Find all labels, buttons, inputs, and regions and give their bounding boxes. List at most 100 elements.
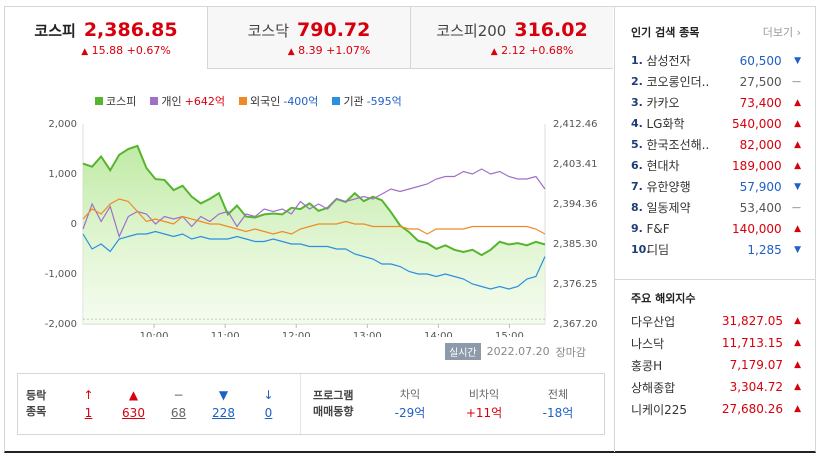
program-total: 전체 -18억: [521, 386, 595, 422]
index-value: 7,179.07: [729, 358, 783, 372]
stock-name: 삼성전자: [646, 54, 691, 68]
legend-individual[interactable]: 개인 +642억: [150, 93, 225, 109]
updown-flat: − 68: [156, 386, 201, 422]
popular-item[interactable]: 1. 삼성전자 60,500 ▼: [631, 50, 801, 71]
chart-legend: 코스피 개인 +642억 외국인 -400억 기관 -595억: [95, 93, 402, 109]
y-left-tick-label: -2,000: [45, 319, 77, 330]
stock-name: LG화학: [646, 117, 685, 131]
tab-price: 2,386.85: [83, 19, 178, 41]
rank: 3.: [631, 96, 643, 109]
up-arrow-icon: ▲: [794, 404, 801, 414]
up-arrow-icon: ▲: [287, 47, 295, 57]
up-arrow-icon: ▲: [794, 97, 801, 108]
popular-item[interactable]: 3. 카카오 73,400 ▲: [631, 92, 801, 113]
legend-swatch: [150, 97, 159, 105]
overseas-item[interactable]: 나스닥 11,713.15 ▲: [631, 332, 801, 354]
x-tick-label: 13:00: [353, 331, 382, 337]
updown-count-link[interactable]: 1: [84, 406, 93, 420]
updown-upper-limit: ↑ 1: [66, 386, 111, 422]
divider: [615, 279, 816, 280]
legend-kospi[interactable]: 코스피: [95, 93, 136, 109]
up-arrow-icon: ▲: [794, 382, 801, 392]
program-value: +11억: [465, 406, 503, 420]
stock-name: 현대차: [646, 159, 680, 173]
program-head: 전체: [547, 388, 569, 401]
tab-kosdaq[interactable]: 코스닥 790.72 ▲ 8.39 +1.07%: [207, 7, 410, 69]
down-icon: ▼: [218, 388, 229, 402]
flat-icon: −: [173, 388, 184, 402]
popular-header: 인기 검색 종목 더보기 ›: [615, 7, 815, 40]
popular-item[interactable]: 6. 현대차 189,000 ▲: [631, 155, 801, 176]
rank: 5.: [631, 138, 643, 151]
legend-inst[interactable]: 기관 -595억: [332, 93, 402, 109]
realtime-badge[interactable]: 실시간: [445, 343, 481, 360]
stock-price: 82,000: [739, 137, 782, 152]
tab-kospi[interactable]: 코스피 2,386.85 ▲ 15.88 +0.67%: [5, 7, 207, 69]
up-arrow-icon: ▲: [794, 160, 801, 171]
popular-item[interactable]: 10. 디딤 1,285 ▼: [631, 239, 801, 260]
x-tick-label: 14:00: [424, 331, 453, 337]
popular-item[interactable]: 7. 유한양행 57,900 ▼: [631, 176, 801, 197]
tab-change: 2.12 +0.68%: [501, 44, 574, 57]
lower-limit-icon: ↓: [263, 388, 274, 402]
overseas-item[interactable]: 니케이225 27,680.26 ▲: [631, 398, 801, 420]
overseas-item[interactable]: 홍콩H 7,179.07 ▲: [631, 354, 801, 376]
legend-value: -400억: [283, 95, 319, 108]
updown-count-link[interactable]: 228: [212, 406, 235, 420]
rank: 8.: [631, 201, 643, 214]
tab-price: 790.72: [297, 19, 371, 41]
popular-item[interactable]: 2. 코오롱인더.. 27,500 —: [631, 71, 801, 92]
popular-item[interactable]: 8. 일동제약 53,400 —: [631, 197, 801, 218]
y-right-tick-label: 2,394.36: [553, 199, 598, 210]
legend-label: 기관: [343, 95, 364, 108]
overseas-item[interactable]: 상해종합 3,304.72 ▲: [631, 376, 801, 398]
kospi-area: [83, 145, 545, 324]
y-left-tick-label: 1,000: [48, 169, 77, 180]
up-arrow-icon: ▲: [794, 360, 801, 370]
updown-down: ▼ 228: [201, 386, 246, 422]
index-value: 31,827.05: [721, 314, 783, 328]
series-line-institution: [82, 230, 546, 290]
popular-item[interactable]: 9. F&F 140,000 ▲: [631, 218, 801, 239]
market-widget: 코스피 2,386.85 ▲ 15.88 +0.67% 코스닥 790.72 ▲…: [4, 6, 816, 453]
down-arrow-icon: ▼: [794, 55, 801, 66]
popular-item[interactable]: 5. 한국조선해.. 82,000 ▲: [631, 134, 801, 155]
rank: 2.: [631, 75, 643, 88]
down-arrow-icon: ▼: [794, 244, 801, 255]
updown-section: 등락 종목 ↑ 1 ▲ 630 −68 ▼ 228 ↓ 0: [18, 374, 301, 434]
y-right-tick-label: 2,412.46: [553, 119, 598, 130]
program-head: 비차익: [468, 388, 500, 401]
more-link[interactable]: 더보기 ›: [762, 26, 801, 39]
program-head: 차익: [399, 388, 421, 401]
index-value: 27,680.26: [721, 402, 783, 416]
stock-price: 1,285: [747, 242, 782, 257]
updown-count-link[interactable]: 630: [122, 406, 145, 420]
overseas-item[interactable]: 다우산업 31,827.05 ▲: [631, 310, 801, 332]
index-name: 홍콩H: [631, 358, 663, 373]
legend-foreign[interactable]: 외국인 -400억: [238, 93, 319, 109]
program-value: -18억: [542, 406, 574, 420]
side-panel: 인기 검색 종목 더보기 › 1. 삼성전자 60,500 ▼ 2. 코오롱인더.. 27,…: [614, 7, 816, 452]
rank: 7.: [631, 180, 643, 193]
updown-count-link[interactable]: 0: [264, 406, 273, 420]
y-right-tick-label: 2,385.30: [553, 239, 598, 250]
popular-list: 1. 삼성전자 60,500 ▼ 2. 코오롱인더.. 27,500 — 3. 카카오 73,400…: [615, 50, 815, 260]
stock-name: 카카오: [646, 96, 680, 110]
tab-price: 316.02: [514, 19, 588, 41]
index-tabs: 코스피 2,386.85 ▲ 15.88 +0.67% 코스닥 790.72 ▲…: [5, 7, 613, 69]
stock-price: 57,900: [739, 179, 782, 194]
tab-kospi200[interactable]: 코스피200 316.02 ▲ 2.12 +0.68%: [410, 7, 613, 69]
intraday-chart: 2,000 1,000 0 -1,000 -2,000 2,412.46 2,403.41 2…: [45, 119, 598, 337]
updown-up: ▲ 630: [111, 386, 156, 422]
index-name: 상해종합: [631, 380, 676, 395]
index-name: 나스닥: [631, 336, 665, 351]
up-arrow-icon: ▲: [794, 338, 801, 348]
index-panel: 코스피 2,386.85 ▲ 15.88 +0.67% 코스닥 790.72 ▲…: [5, 7, 613, 452]
stock-price: 60,500: [739, 53, 782, 68]
up-arrow-icon: ▲: [490, 47, 498, 57]
legend-swatch: [332, 97, 341, 105]
updown-count-link[interactable]: 68: [170, 406, 187, 420]
stock-name: 디딤: [647, 243, 670, 257]
popular-item[interactable]: 4. LG화학 540,000 ▲: [631, 113, 801, 134]
chart-date: 2022.07.20: [486, 345, 550, 358]
